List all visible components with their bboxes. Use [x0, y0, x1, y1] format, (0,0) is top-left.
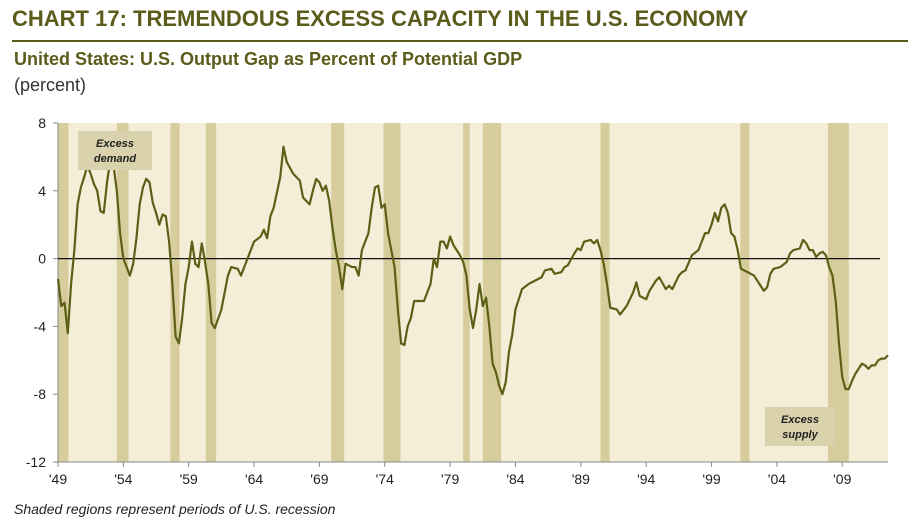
annotation-box: [765, 407, 835, 446]
recession-band: [116, 123, 129, 462]
x-tick-label: '74: [376, 471, 394, 487]
x-tick-label: '89: [572, 471, 590, 487]
x-tick-label: '99: [702, 471, 720, 487]
y-tick-label: -8: [34, 386, 47, 402]
recession-band: [205, 123, 217, 462]
recession-band: [482, 123, 502, 462]
y-tick-label: -4: [34, 318, 47, 334]
recession-band: [331, 123, 345, 462]
footnote: Shaded regions represent periods of U.S.…: [14, 501, 336, 517]
x-tick-label: '54: [114, 471, 132, 487]
recession-band: [170, 123, 180, 462]
x-tick-label: '04: [768, 471, 786, 487]
x-tick-label: '59: [180, 471, 198, 487]
x-tick-label: '49: [49, 471, 67, 487]
data-line: [56, 145, 889, 396]
unit-label: (percent): [14, 75, 86, 95]
annotation-text: Excess: [96, 138, 134, 150]
x-tick-label: '09: [833, 471, 851, 487]
x-tick-label: '79: [441, 471, 459, 487]
recession-band: [463, 123, 470, 462]
y-tick-label: 0: [38, 251, 46, 267]
y-tick-label: 4: [38, 183, 46, 199]
recession-band: [740, 123, 750, 462]
annotation-text: Excess: [781, 414, 819, 426]
chart-subtitle: United States: U.S. Output Gap as Percen…: [14, 49, 522, 69]
x-tick-label: '64: [245, 471, 263, 487]
recession-band: [383, 123, 401, 462]
recession-band: [600, 123, 610, 462]
annotation-box: [78, 131, 152, 170]
plot-background: [58, 123, 888, 462]
chart-title: CHART 17: TREMENDOUS EXCESS CAPACITY IN …: [12, 6, 749, 31]
x-tick-label: '84: [506, 471, 524, 487]
x-tick-label: '69: [310, 471, 328, 487]
y-tick-label: -12: [26, 454, 46, 470]
recession-band: [827, 123, 849, 462]
annotation-text: demand: [94, 153, 136, 165]
annotation-text: supply: [782, 429, 818, 441]
y-tick-label: 8: [38, 115, 46, 131]
x-tick-label: '94: [637, 471, 655, 487]
recession-band: [58, 123, 69, 462]
